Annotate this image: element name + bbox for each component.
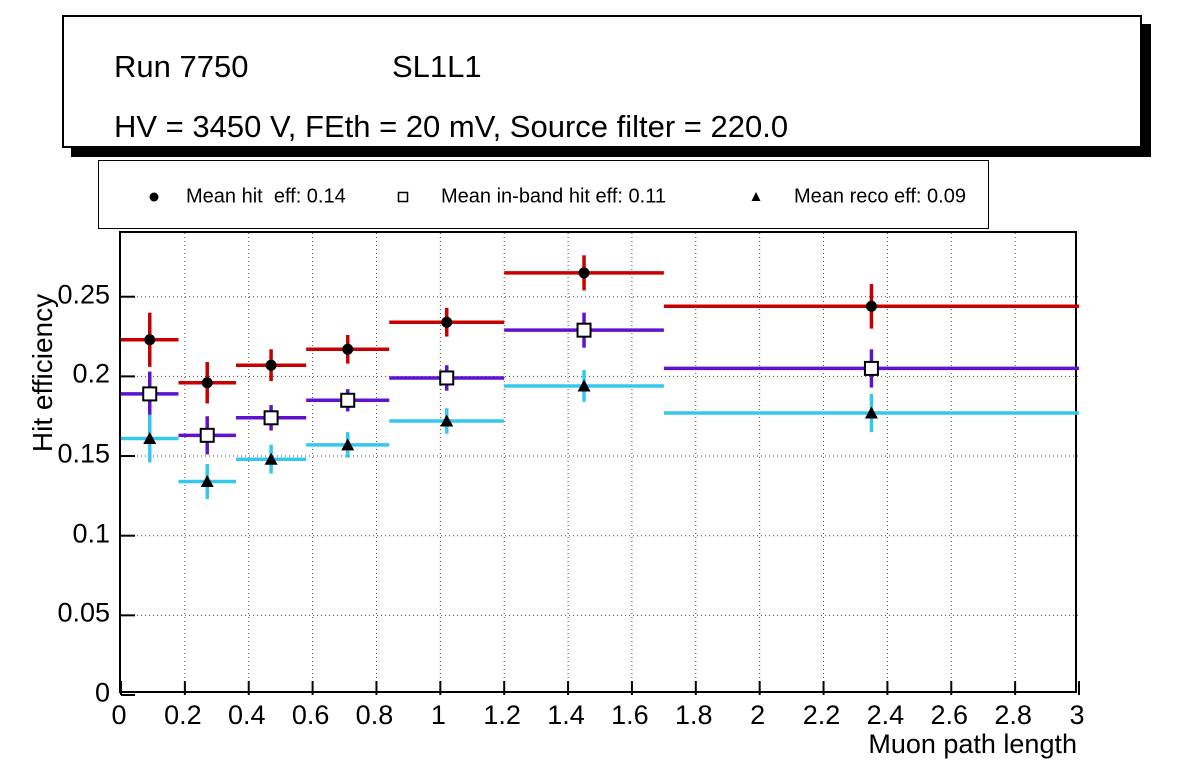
y-tick-label: 0.15 (57, 438, 110, 469)
x-tick-label: 0.2 (164, 700, 202, 730)
y-tick-label: 0 (94, 677, 110, 708)
marker-filled-circle (144, 334, 156, 346)
x-tick-label: 2.6 (930, 700, 969, 730)
conditions-label: HV = 3450 V, FEth = 20 mV, Source filter… (114, 109, 789, 144)
x-tick-label: 0 (111, 700, 127, 730)
legend-marker-filled-triangle-icon (751, 192, 761, 201)
marker-open-square (863, 360, 879, 376)
marker-filled-triangle (264, 452, 278, 465)
open-square-icon (397, 191, 409, 203)
y-tick-label: 0.25 (57, 279, 110, 310)
marker-open-square (199, 427, 215, 443)
filled-circle-icon (149, 192, 159, 202)
x-tick-label: 1.8 (675, 700, 713, 730)
legend-marker-open-square-icon (397, 191, 409, 203)
legend-entry-label: Mean in-band hit eff: 0.11 (441, 185, 666, 208)
x-axis-title: Muon path length (868, 729, 1077, 759)
marker-filled-triangle (864, 406, 878, 419)
marker-filled-triangle (577, 379, 591, 392)
marker-filled-circle (342, 343, 354, 355)
title-box: Run 7750 SL1L1 HV = 3450 V, FEth = 20 mV… (62, 15, 1142, 148)
marker-filled-circle (441, 316, 453, 328)
y-tick-label: 0.05 (57, 597, 110, 628)
x-tick-label: 3 (1069, 700, 1085, 730)
legend-marker-filled-circle-icon (149, 192, 159, 202)
marker-open-square (340, 392, 356, 408)
legend-entry-label: Mean hit eff: 0.14 (186, 185, 346, 208)
x-tick-label: 2.2 (802, 700, 841, 730)
x-tick-label: 0.8 (355, 700, 394, 730)
x-tick-label: 1.2 (483, 700, 521, 730)
filled-triangle-icon (751, 192, 761, 201)
marker-filled-triangle (440, 414, 454, 427)
x-tick-label: 1.6 (611, 700, 649, 730)
plot-frame (119, 231, 1080, 696)
x-tick-label: 2 (750, 700, 766, 730)
x-tick-label: 0.6 (291, 700, 330, 730)
legend-box: Mean hit eff: 0.14 Mean in-band hit eff: … (98, 160, 989, 229)
marker-filled-circle (578, 267, 590, 279)
x-tick-label: 0.4 (227, 700, 266, 730)
marker-filled-triangle (143, 432, 157, 445)
plot-canvas (120, 233, 1080, 696)
marker-filled-triangle (341, 438, 355, 451)
marker-filled-circle (265, 359, 277, 371)
x-tick-label: 1 (430, 700, 446, 730)
y-axis-title: Hit efficiency (27, 293, 58, 453)
marker-open-square (439, 370, 455, 386)
marker-filled-circle (865, 300, 877, 312)
run-label: Run 7750 (114, 49, 249, 84)
y-tick-label: 0.2 (72, 358, 110, 389)
x-tick-label: 2.4 (866, 700, 905, 730)
y-tick-label: 0.1 (72, 518, 110, 549)
layer-label: SL1L1 (392, 49, 482, 84)
marker-open-square (263, 410, 279, 426)
marker-open-square (142, 386, 158, 402)
x-tick-label: 2.8 (994, 700, 1032, 730)
marker-filled-triangle (200, 475, 214, 488)
marker-filled-circle (201, 377, 213, 389)
marker-open-square (576, 322, 592, 338)
legend-entry-label: Mean reco eff: 0.09 (794, 185, 966, 208)
x-tick-label: 1.4 (547, 700, 585, 730)
